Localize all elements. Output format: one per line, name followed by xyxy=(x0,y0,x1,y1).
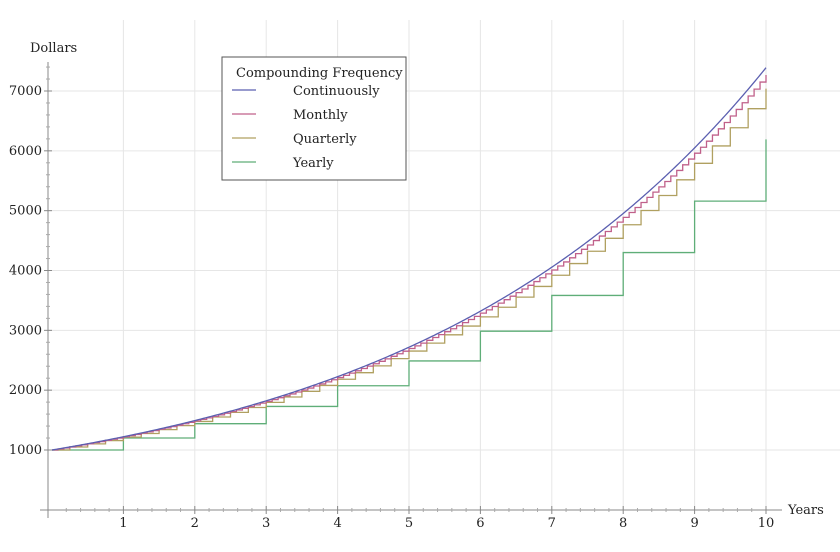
x-tick-label: 8 xyxy=(619,516,627,531)
legend-entries: Continuously Monthly Quarterly Yearly xyxy=(232,84,380,171)
axes: Dollars Years xyxy=(30,41,824,518)
series-line-continuously xyxy=(51,67,767,451)
legend-label-quarterly: Quarterly xyxy=(293,132,357,147)
y-tick-label: 5000 xyxy=(9,204,42,219)
x-tick-label: 2 xyxy=(191,516,199,531)
y-tick-label: 2000 xyxy=(9,383,42,398)
x-tick-label: 9 xyxy=(690,516,698,531)
x-tick-label: 6 xyxy=(476,516,484,531)
y-tick-label: 6000 xyxy=(9,144,42,159)
y-axis-title: Dollars xyxy=(30,41,77,56)
y-tick-label: 1000 xyxy=(9,443,42,458)
legend-label-monthly: Monthly xyxy=(293,108,348,123)
legend-title: Compounding Frequency xyxy=(236,66,403,81)
x-tick-label: 7 xyxy=(548,516,556,531)
x-tick-label: 4 xyxy=(333,516,341,531)
y-tick-label: 7000 xyxy=(9,84,42,99)
x-axis-title: Years xyxy=(787,503,824,518)
grid xyxy=(48,20,840,510)
x-tick-label: 3 xyxy=(262,516,270,531)
legend-box xyxy=(221,56,407,181)
legend: Compounding Frequency Continuously Monthl… xyxy=(221,56,407,181)
series xyxy=(51,67,767,451)
x-tick-label: 5 xyxy=(405,516,413,531)
x-tick-label: 10 xyxy=(758,516,775,531)
legend-label-continuously: Continuously xyxy=(293,84,380,99)
series-line-yearly xyxy=(52,139,767,451)
y-tick-label: 4000 xyxy=(9,264,42,279)
y-tick-label: 3000 xyxy=(9,323,42,338)
ticks: 1000 2000 3000 4000 5000 6000 7000 1 2 3 4 5 6 7 8 9 10 xyxy=(9,66,775,531)
x-tick-label: 1 xyxy=(119,516,127,531)
legend-label-yearly: Yearly xyxy=(292,156,334,171)
